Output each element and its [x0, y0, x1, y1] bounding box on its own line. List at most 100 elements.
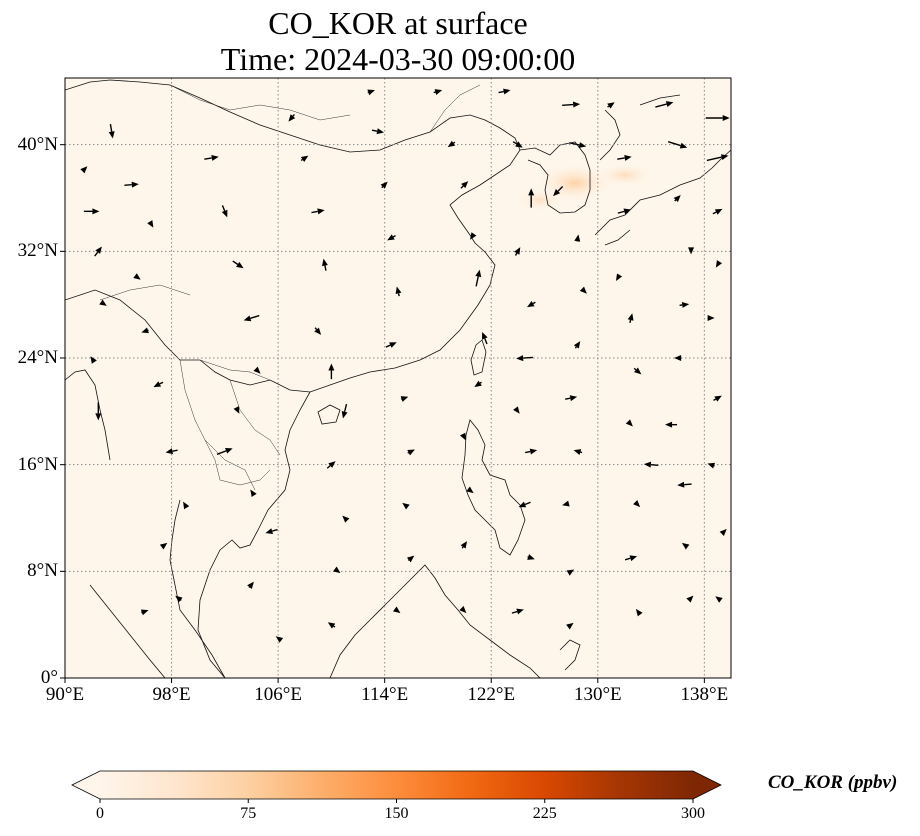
wind-arrow: [513, 406, 520, 414]
colorbar-tick-label: 225: [532, 805, 557, 822]
wind-arrow: [627, 313, 634, 323]
lat-tick-label: 16°N: [17, 453, 58, 475]
wind-arrow: [232, 260, 244, 269]
coast-bay-of-bengal: [65, 369, 111, 461]
wind-arrow: [707, 462, 716, 469]
coast-taiwan: [470, 339, 487, 376]
wind-arrow: [566, 622, 574, 630]
wind-arrow: [300, 155, 309, 162]
wind-arrow: [165, 448, 178, 455]
lat-tick-label: 0°: [40, 667, 58, 688]
wind-arrow: [80, 166, 88, 174]
lat-tick-label: 8°N: [27, 560, 58, 582]
wind-arrow: [333, 566, 341, 574]
wind-arrow: [233, 406, 240, 414]
wind-arrow: [481, 332, 488, 345]
wind-arrow: [175, 595, 183, 603]
borders: [99, 84, 481, 491]
wind-arrow: [655, 101, 674, 108]
wind-arrow: [204, 154, 219, 161]
wind-arrow: [288, 113, 296, 122]
wind-arrow: [512, 141, 523, 148]
wind-arrow: [715, 260, 723, 268]
coast-china-mainland: [65, 79, 521, 393]
wind-arrow: [247, 581, 254, 590]
wind-arrow: [380, 181, 388, 189]
wind-arrow: [265, 528, 278, 534]
wind-arrow: [243, 314, 260, 322]
wind-arrow: [562, 500, 570, 507]
wind-arrow: [615, 273, 623, 281]
lon-tick-label: 114°E: [361, 684, 409, 705]
wind-arrow: [474, 380, 482, 388]
wind-arrow: [625, 419, 633, 427]
wind-arrow: [514, 247, 521, 256]
wind-arrow: [565, 395, 578, 402]
wind-arrow: [673, 195, 681, 203]
wind-arrow: [124, 181, 139, 188]
coast-sulawesi: [559, 639, 581, 671]
lon-tick-label: 122°E: [467, 684, 516, 705]
wind-arrow: [147, 220, 154, 228]
map-title-line1: CO_KOR at surface: [268, 5, 528, 41]
wind-arrow: [633, 367, 642, 375]
wind-arrow: [681, 542, 690, 550]
wind-arrow: [459, 432, 466, 441]
map-title-line2: Time: 2024-03-30 09:00:00: [220, 41, 576, 77]
colorbar-extend-low: [72, 771, 100, 799]
wind-arrow: [321, 258, 328, 271]
wind-arrow: [688, 247, 695, 255]
lon-tick-label: 90°E: [45, 684, 85, 705]
coast-malay-peninsula: [169, 499, 226, 678]
coast-korea: [519, 141, 591, 214]
wind-arrow: [395, 286, 402, 297]
wind-arrow: [525, 448, 538, 455]
wind-arrow: [528, 188, 535, 208]
colorbar-tick-label: 150: [384, 805, 409, 822]
wind-arrow: [159, 542, 168, 550]
wind-arrow: [518, 501, 531, 508]
wind-arrow: [108, 124, 115, 139]
wind-arrow: [566, 569, 575, 576]
wind-arrow: [475, 269, 482, 287]
axis-ticks: [60, 144, 705, 683]
wind-arrow: [706, 154, 729, 162]
wind-arrow: [275, 636, 284, 643]
colorbar-ticks: [99, 799, 694, 803]
wind-arrow: [466, 486, 474, 494]
wind-arrow: [326, 461, 336, 469]
colorbar-label: CO_KOR (ppbv): [768, 772, 898, 793]
wind-arrow: [527, 300, 536, 308]
wind-arrow: [253, 366, 261, 374]
wind-arrow: [707, 315, 715, 321]
wind-arrow: [95, 402, 102, 421]
co-hotspot-korea-east: [595, 163, 655, 187]
wind-arrow: [459, 606, 467, 614]
wind-arrow: [367, 89, 375, 96]
wind-arrow: [94, 246, 102, 257]
wind-arrow: [342, 515, 350, 523]
wind-arrow: [311, 208, 325, 215]
map-frame: [64, 77, 732, 679]
wind-arrow: [387, 234, 396, 241]
wind-arrow: [393, 606, 401, 614]
wind-arrow: [371, 128, 385, 135]
wind-arrow: [250, 489, 257, 498]
wind-arrow: [341, 403, 348, 419]
wind-arrow: [624, 555, 638, 562]
colorbar: [71, 770, 722, 803]
wind-arrow: [141, 327, 149, 334]
wind-arrow: [569, 142, 587, 148]
lat-tick-label: 24°N: [17, 347, 58, 368]
wind-arrow: [328, 363, 335, 380]
colorbar-tick-label: 300: [681, 805, 705, 822]
wind-arrow: [314, 327, 322, 335]
lon-tick-label: 106°E: [254, 684, 302, 705]
coast-indochina: [197, 391, 311, 678]
wind-arrow: [643, 461, 659, 468]
wind-arrow: [447, 140, 456, 148]
wind-arrow: [406, 555, 415, 563]
wind-arrow: [573, 449, 583, 455]
wind-arrow: [402, 502, 410, 510]
